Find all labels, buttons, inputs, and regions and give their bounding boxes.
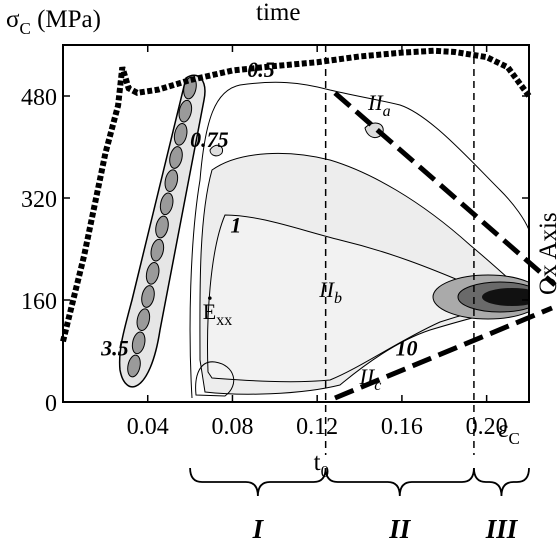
stress-strain-curve [60, 47, 532, 343]
band-boundary-lower [334, 305, 553, 401]
band-cell [178, 99, 193, 123]
x-tick-label: 0.16 [381, 414, 423, 440]
region-label: IIa [367, 90, 391, 120]
band-cell [173, 123, 188, 146]
contour-level-label: 0.5 [247, 57, 274, 82]
y-tick-label: 320 [21, 187, 57, 213]
x-tick-label: 0.20 [466, 414, 508, 440]
band-cell [155, 215, 169, 239]
annotations: 0.5 0.75 1 3.5 10 IIa IIb IIc Exx [100, 57, 417, 394]
band-cell [150, 238, 165, 262]
contour-level-label: 3.5 [100, 335, 129, 360]
region-label: IIb [318, 277, 342, 307]
contour-level-label: 1 [230, 212, 241, 237]
x-axis-label: εC [498, 416, 520, 448]
contour-level-label: 0.75 [190, 127, 229, 152]
phase-label: III [485, 514, 519, 544]
band-cell [131, 331, 146, 355]
y-tick-label: 160 [21, 289, 57, 315]
contour-map [118, 74, 529, 399]
phase-brace [189, 467, 327, 497]
band-cell [136, 308, 151, 331]
y-tick-label: 0 [45, 391, 57, 417]
ox-axis-label: Ox Axis [535, 212, 560, 295]
x-tick-label: 0.08 [211, 414, 253, 440]
x-tick-label: 0.04 [127, 414, 169, 440]
band-cell [127, 354, 141, 378]
y-ticks: 0 160 320 480 [21, 85, 529, 417]
phase-label: II [388, 514, 412, 544]
y-tick-label: 480 [21, 85, 57, 111]
band-cell [164, 169, 179, 192]
plot-frame [62, 44, 530, 403]
band-cell [169, 146, 183, 169]
contour-line-0-5 [189, 81, 529, 399]
band-cells [127, 76, 197, 378]
contour-island [209, 144, 224, 157]
region-label: IIc [359, 364, 382, 394]
band-cell [159, 192, 174, 216]
band-cell [141, 285, 155, 308]
rate-dot [208, 296, 212, 300]
contour-level-label: 10 [396, 335, 418, 360]
phase-brace [473, 467, 530, 497]
phase-braces: I II III [189, 467, 530, 544]
band-boundary-upper [333, 91, 557, 287]
contour-line-lower [195, 361, 235, 397]
time-label: time [256, 0, 300, 26]
phase-label: I [252, 514, 265, 544]
band-cell [145, 262, 160, 285]
contour-core-inner [482, 288, 529, 306]
strain-rate-label: Exx [203, 299, 232, 329]
x-tick-label: 0.12 [296, 414, 338, 440]
phase-brace [324, 467, 475, 497]
y-axis-label: σC (MPa) [6, 6, 101, 38]
x-ticks: 0.04 0.08 0.12 0.16 0.20 [127, 45, 508, 440]
